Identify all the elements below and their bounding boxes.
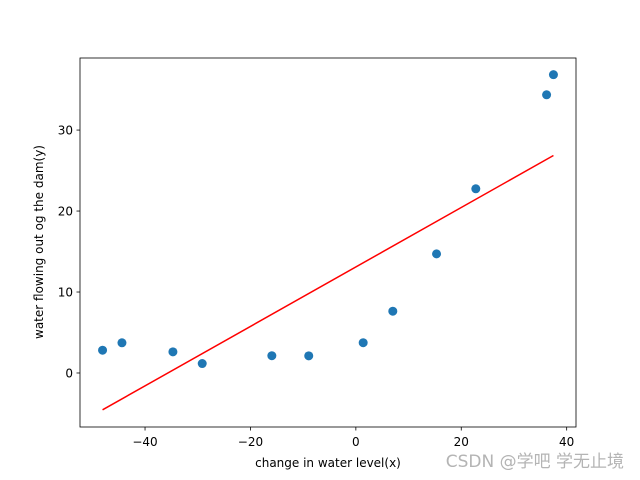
- y-tick-label: 10: [58, 286, 73, 300]
- data-point: [471, 184, 481, 194]
- y-tick-label: 30: [58, 124, 73, 138]
- data-point: [432, 249, 442, 259]
- x-tick-label: 0: [352, 435, 360, 449]
- data-point: [168, 347, 178, 357]
- data-point: [98, 345, 108, 355]
- x-axis-label: change in water level(x): [255, 456, 401, 470]
- x-tick-label: 40: [559, 435, 574, 449]
- x-tick-label: −20: [238, 435, 263, 449]
- x-tick-label: −40: [132, 435, 157, 449]
- data-point: [548, 70, 558, 80]
- plot-frame: [79, 57, 577, 428]
- fit-line: [102, 154, 554, 411]
- data-point: [358, 338, 368, 348]
- data-point: [388, 306, 398, 316]
- watermark: CSDN @学吧 学无止境: [446, 452, 624, 472]
- x-tick-label: 20: [454, 435, 469, 449]
- data-point: [197, 359, 207, 369]
- y-tick-label: 20: [58, 205, 73, 219]
- y-tick-label: 0: [65, 366, 73, 380]
- data-point: [542, 90, 552, 100]
- data-point: [267, 351, 277, 361]
- data-point: [304, 351, 314, 361]
- data-point: [117, 338, 127, 348]
- y-axis-label: water flowing out og the dam(y): [32, 145, 46, 339]
